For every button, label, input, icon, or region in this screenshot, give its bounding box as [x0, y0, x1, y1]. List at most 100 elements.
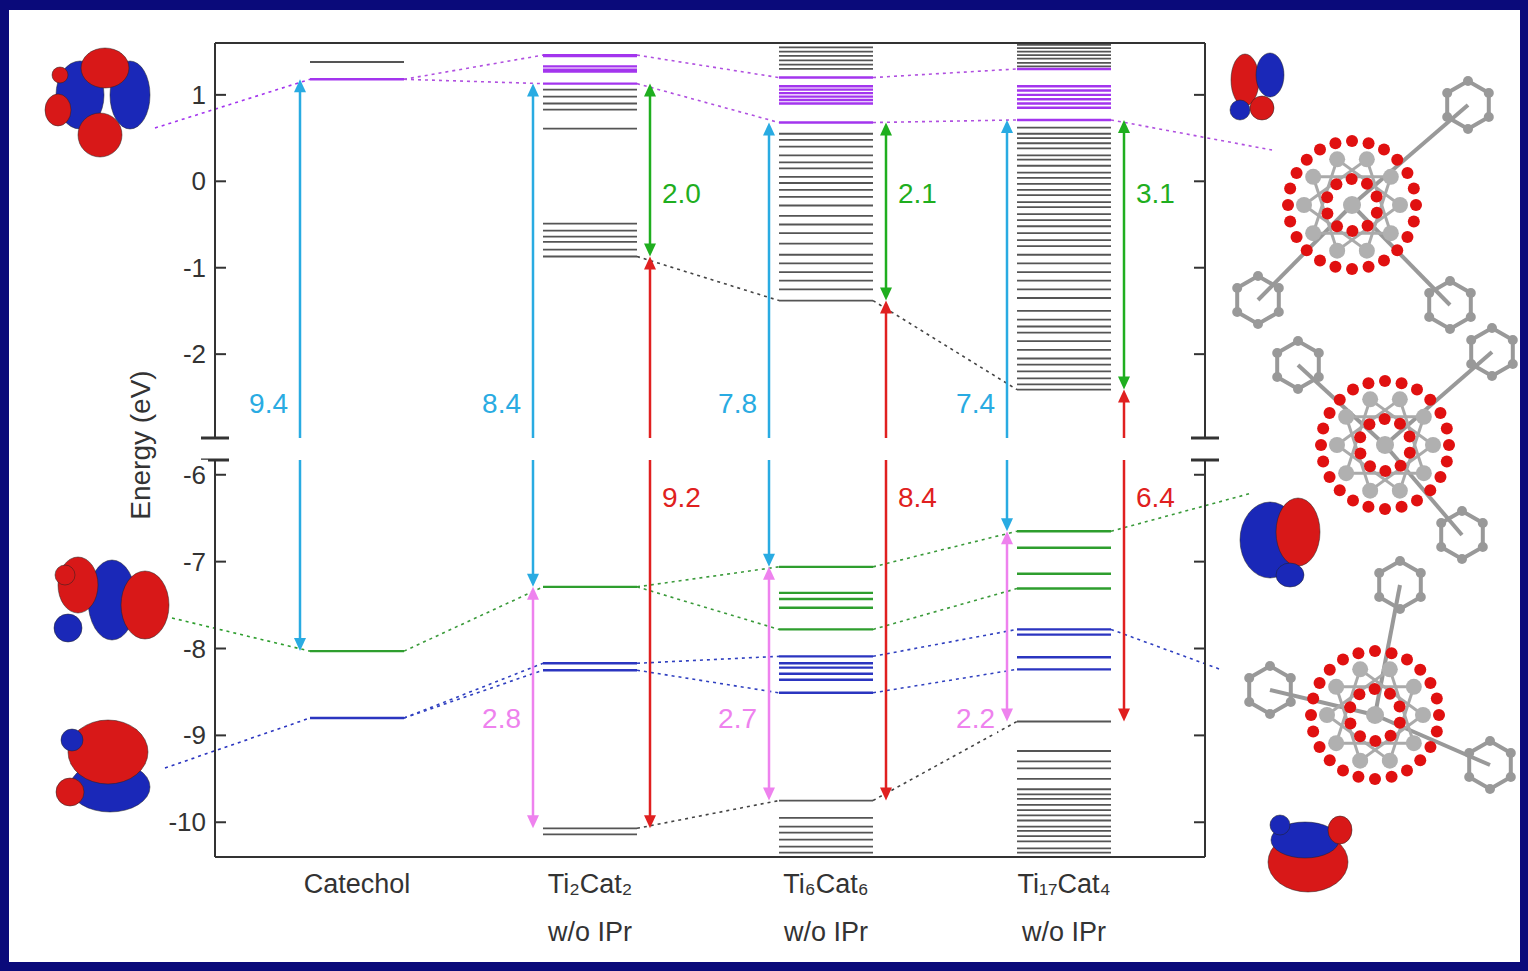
tick [1194, 267, 1205, 269]
gap-label: 9.2 [662, 482, 701, 513]
arrow [532, 599, 535, 817]
atom [1282, 199, 1294, 211]
level [1017, 183, 1111, 185]
level [1017, 384, 1111, 386]
structures [45, 48, 1518, 892]
level [1017, 102, 1111, 104]
label-patch [480, 388, 523, 419]
cluster [1232, 76, 1494, 334]
atom [1334, 394, 1346, 406]
level [779, 839, 873, 841]
atom [1424, 394, 1436, 406]
atom [1401, 167, 1413, 179]
atom [1425, 437, 1441, 453]
arrow-head [1001, 518, 1013, 531]
arrow-head [1001, 120, 1013, 133]
label-patch [1134, 178, 1177, 209]
level [1017, 761, 1111, 763]
level [1017, 127, 1111, 129]
atom [1329, 243, 1345, 259]
orbital-lobe [68, 720, 148, 784]
orbital-link [1111, 120, 1272, 150]
atom [1343, 196, 1361, 214]
gap-label: 2.7 [718, 703, 757, 734]
level [1017, 137, 1111, 139]
atom [1411, 384, 1423, 396]
atom [1382, 753, 1398, 769]
arrow-head [763, 123, 775, 136]
orbital-lobe [121, 571, 169, 639]
level [543, 96, 637, 98]
atom [1363, 261, 1375, 273]
level [779, 263, 873, 265]
connector [637, 670, 779, 693]
label-patch [896, 482, 939, 513]
atom [1347, 384, 1359, 396]
gap-label: 2.2 [956, 703, 995, 734]
level [779, 64, 873, 66]
tick-label: -10 [168, 807, 206, 837]
atom [1329, 137, 1341, 149]
connector [404, 55, 543, 79]
tick [215, 561, 226, 563]
level [543, 241, 637, 243]
level [1017, 133, 1111, 135]
label-patch [896, 178, 939, 209]
label-patch [190, 80, 208, 110]
atom [1441, 456, 1453, 468]
category-line: Ti₆Cat₆ [783, 869, 868, 899]
level [779, 243, 873, 245]
level [779, 95, 873, 97]
level [1017, 159, 1111, 161]
level [779, 55, 873, 57]
connector [637, 587, 779, 630]
arrow [885, 460, 888, 789]
level [543, 586, 637, 588]
tick-label: -8 [183, 634, 206, 664]
atom [1416, 465, 1432, 481]
level [1017, 47, 1111, 49]
atom [1408, 216, 1420, 228]
axis-break [1191, 459, 1219, 462]
level [1017, 148, 1111, 150]
ring [1447, 81, 1489, 129]
atom [1386, 771, 1398, 783]
level [779, 51, 873, 53]
orbital-link [155, 79, 310, 128]
level [310, 61, 404, 63]
level [779, 146, 873, 148]
atom [1337, 764, 1349, 776]
atom [1324, 664, 1336, 676]
arrow-head [1118, 377, 1130, 390]
label-patch [181, 339, 208, 369]
atom [1378, 144, 1390, 156]
level [310, 650, 404, 652]
atom [1347, 494, 1359, 506]
tick-label: -9 [183, 720, 206, 750]
atom [1364, 460, 1376, 472]
level [779, 99, 873, 101]
level [543, 256, 637, 258]
frame-left [214, 460, 216, 857]
atom [1379, 465, 1391, 477]
atom [1362, 377, 1374, 389]
level [779, 692, 873, 694]
atom [1291, 231, 1303, 243]
level [1017, 847, 1111, 849]
label-patch [660, 178, 703, 209]
level [543, 109, 637, 111]
atom [1324, 754, 1336, 766]
ring [1237, 276, 1279, 324]
level [1017, 547, 1111, 549]
level [779, 224, 873, 226]
level [543, 128, 637, 130]
atom [1404, 431, 1416, 443]
atom [1371, 207, 1383, 219]
level [1017, 254, 1111, 256]
connector [873, 531, 1017, 567]
level [1017, 804, 1111, 806]
arrows [294, 79, 1130, 828]
tick-label: -7 [183, 547, 206, 577]
connector [637, 55, 779, 77]
atom [1363, 418, 1375, 430]
